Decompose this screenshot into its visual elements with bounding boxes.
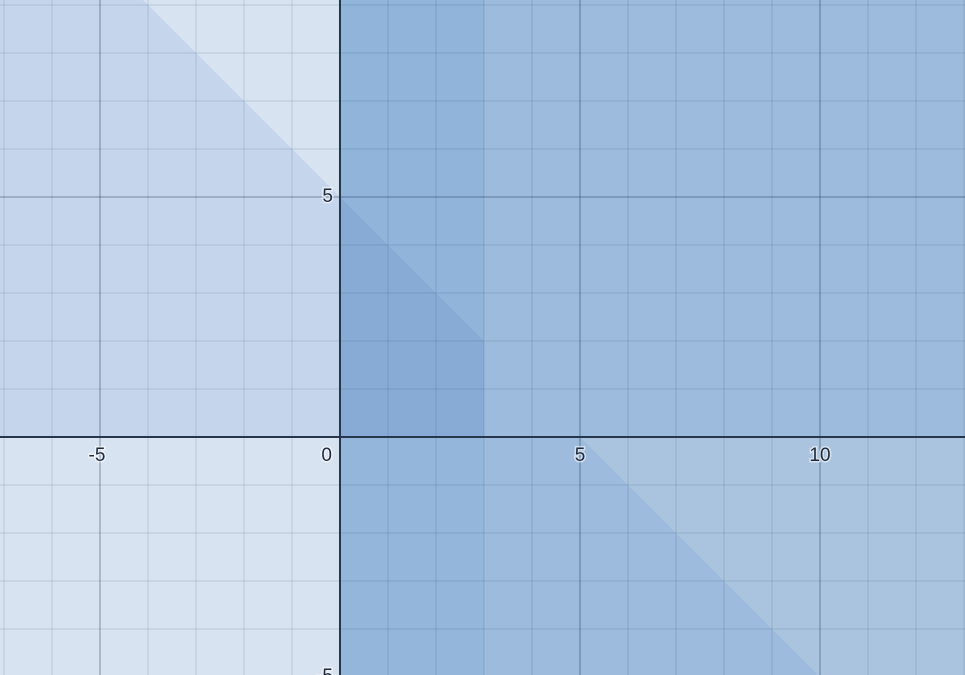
region [340, 437, 484, 675]
region [0, 0, 340, 437]
x-tick-label: -5 [89, 445, 106, 466]
x-tick-label: 5 [575, 445, 586, 466]
x-tick-label: 10 [809, 445, 830, 466]
region [340, 0, 484, 341]
origin-label: 0 [321, 445, 332, 466]
y-tick-label: -5 [316, 666, 333, 675]
region [580, 437, 965, 675]
region [340, 197, 484, 437]
y-tick-label: 5 [322, 186, 333, 207]
